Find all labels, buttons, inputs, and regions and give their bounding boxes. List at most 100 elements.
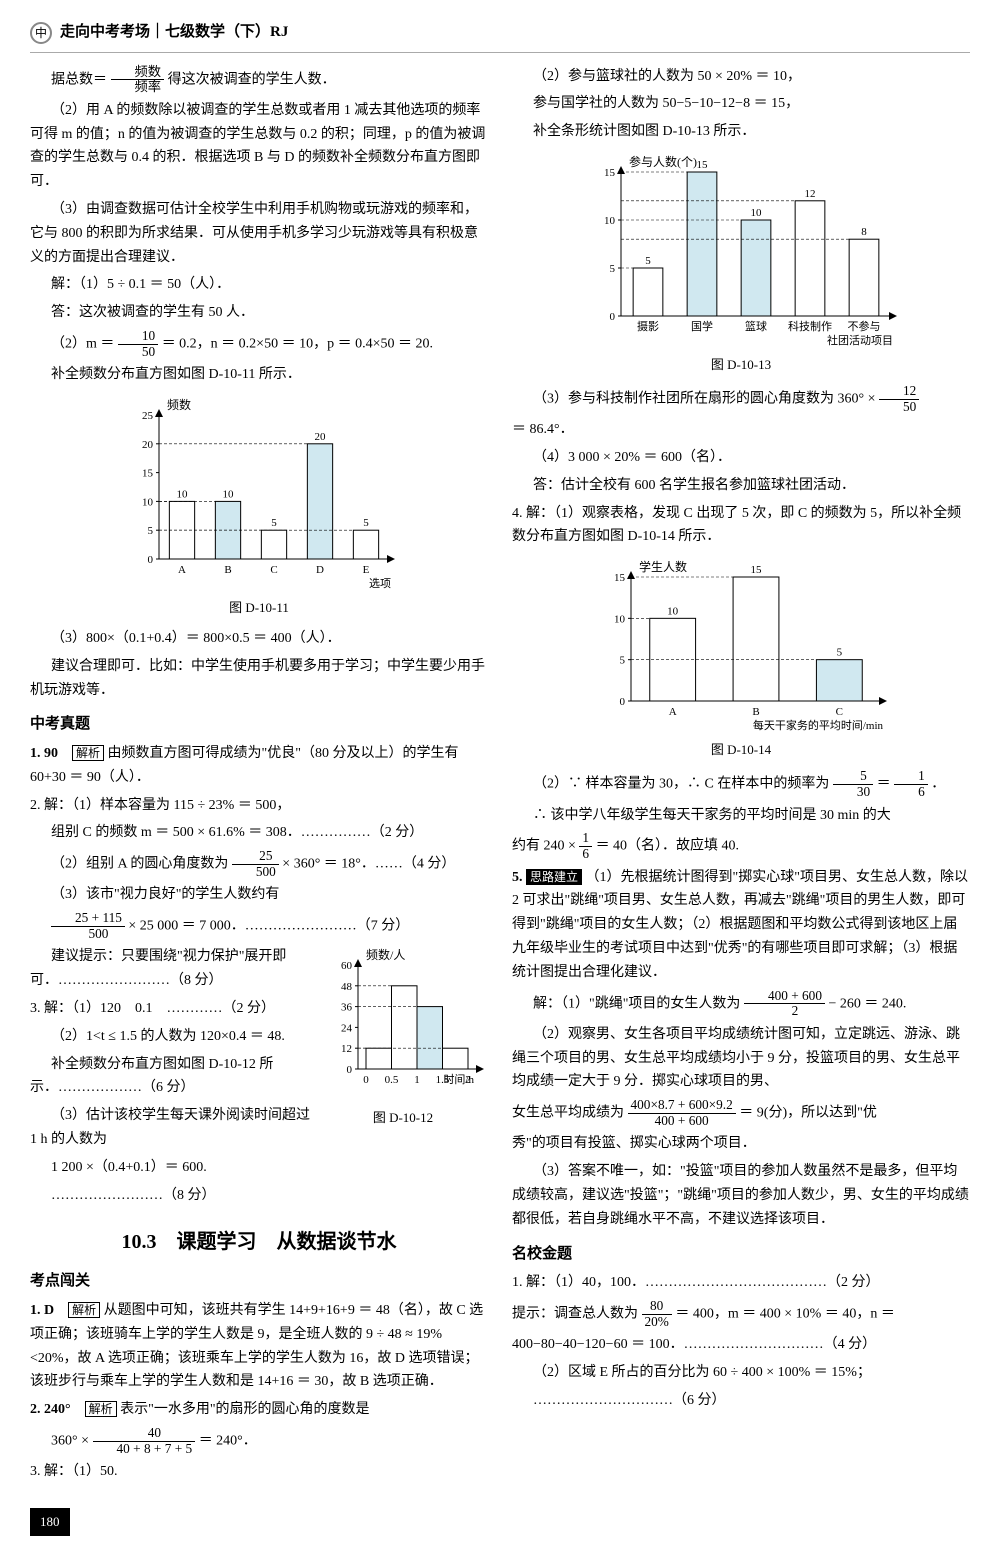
analysis-tag: 解析 (72, 745, 104, 761)
fraction: 1250 (879, 384, 919, 414)
svg-text:B: B (752, 706, 759, 718)
svg-text:36: 36 (341, 1002, 353, 1014)
text-block: 3. 解：（1）120 0.1 …………（2 分） (30, 997, 312, 1021)
svg-text:参与人数(个): 参与人数(个) (629, 154, 697, 169)
text: （2）m ＝ (51, 336, 114, 351)
svg-text:15: 15 (604, 167, 616, 179)
text-block: （2）∵ 样本容量为 30，∴ C 在样本中的频率为 530 ＝ 16 ． (512, 769, 970, 799)
text: ＝ 240°． (199, 1433, 257, 1448)
svg-text:15: 15 (142, 468, 154, 480)
text: ＝ 400，m ＝ 400 × 10% ＝ 40，n ＝ (675, 1306, 894, 1321)
svg-text:每天干家务的平均时间/min: 每天干家务的平均时间/min (753, 718, 884, 732)
svg-text:20: 20 (142, 439, 154, 451)
text-block: （2）参与篮球社的人数为 50 × 20% ＝ 10， (512, 65, 970, 89)
text: ＝ 9(分)，所以达到"优 (739, 1106, 877, 1121)
fraction: 16 (579, 831, 592, 861)
fraction: 25 + 115500 (51, 911, 125, 941)
text-block: 2. 解：（1）样本容量为 115 ÷ 23% ＝ 500， (30, 794, 488, 818)
content-columns: 据总数＝ 频数频率 得这次被调查的学生人数． （2）用 A 的频数除以被调查的学… (30, 65, 970, 1488)
frac-den: 500 (232, 865, 279, 880)
text-block: 1. D 解析 从题图中可知，该班共有学生 14+9+16+9 ＝ 48（名），… (30, 1299, 488, 1394)
svg-text:0: 0 (610, 311, 616, 323)
text: × 360° ＝ 18°．……（4 分） (282, 856, 455, 871)
header-title: 走向中考考场｜七级数学（下）RJ (60, 20, 288, 46)
svg-text:C: C (270, 564, 277, 576)
svg-text:科技制作: 科技制作 (788, 319, 832, 333)
text: ＝ 0.2，n ＝ 0.2×50 ＝ 10，p ＝ 0.4×50 ＝ 20. (162, 336, 433, 351)
text: （2）组别 A 的圆心角度数为 (51, 856, 232, 871)
frac-den: 6 (894, 785, 928, 800)
text: 女生总平均成绩为 (512, 1106, 628, 1121)
svg-text:0.5: 0.5 (385, 1074, 399, 1086)
text-block: 4. 解：（1）观察表格，发现 C 出现了 5 次，即 C 的频数为 5，所以补… (512, 502, 970, 550)
svg-text:25: 25 (142, 410, 154, 422)
frac-num: 10 (118, 329, 158, 345)
chart-d-10-11: 0510152025频数10A10B5C20D5E选项 图 D-10-11 (30, 395, 488, 619)
svg-text:国学: 国学 (691, 319, 713, 333)
svg-text:10: 10 (142, 496, 154, 508)
left-column: 据总数＝ 频数频率 得这次被调查的学生人数． （2）用 A 的频数除以被调查的学… (30, 65, 488, 1488)
text-block: 约有 240 × 16 ＝ 40（名）．故应填 40. (512, 831, 970, 861)
fraction: 频数频率 (111, 65, 165, 95)
svg-text:10: 10 (614, 614, 626, 626)
svg-text:学生人数: 学生人数 (639, 559, 687, 574)
text: 解：（1）"跳绳"项目的女生人数为 (533, 996, 744, 1011)
chart-caption: 图 D-10-12 (318, 1107, 488, 1129)
frac-num: 25 (232, 849, 279, 865)
bar-chart-svg: 0510152025频数10A10B5C20D5E选项 (119, 395, 399, 595)
text-block: 解：（1）5 ÷ 0.1 ＝ 50（人）． (30, 273, 488, 297)
section-10-3-title: 10.3 课题学习 从数据谈节水 (30, 1225, 488, 1259)
svg-text:社团活动项目: 社团活动项目 (827, 333, 893, 347)
chart-caption: 图 D-10-14 (512, 739, 970, 761)
svg-text:C: C (836, 706, 843, 718)
frac-num: 1 (894, 769, 928, 785)
text: （2）∵ 样本容量为 30，∴ C 在样本中的频率为 (533, 777, 833, 792)
fraction: 400 + 6002 (744, 989, 825, 1019)
chart-caption: 图 D-10-13 (512, 354, 970, 376)
frac-den: 500 (51, 927, 125, 942)
text-block: 建议提示：只要围绕"视力保护"展开即可．……………………（8 分） (30, 945, 312, 993)
frac-den: 20% (642, 1315, 672, 1330)
svg-text:不参与: 不参与 (848, 319, 881, 333)
text-block: （3）估计该校学生每天课外阅读时间超过 1 h 的人数为 (30, 1104, 312, 1152)
text-block: （2）观察男、女生各项目平均成绩统计图可知，立定跳远、游泳、跳绳三个项目的男、女… (512, 1023, 970, 1094)
fraction: 530 (833, 769, 873, 799)
frac-num: 12 (879, 384, 919, 400)
text-block: 400−80−40−120−60 ＝ 100．…………………………（4 分） (512, 1333, 970, 1357)
text-block: 答：估计全校有 600 名学生报名参加篮球社团活动． (512, 474, 970, 498)
svg-text:10: 10 (223, 488, 235, 500)
text-block: ∴ 该中学八年级学生每天干家务的平均时间是 30 min 的大 (512, 804, 970, 828)
frac-num: 频数 (111, 65, 165, 81)
text-block: 补全条形统计图如图 D-10-13 所示． (512, 120, 970, 144)
text-block: 提示：调查总人数为 8020% ＝ 400，m ＝ 400 × 10% ＝ 40… (512, 1299, 970, 1329)
fraction: 4040 + 8 + 7 + 5 (93, 1426, 196, 1456)
frac-num: 1 (579, 831, 592, 847)
section-title: 考点闯关 (30, 1269, 488, 1295)
text: ． (931, 777, 945, 792)
text: 据总数＝ (51, 72, 107, 87)
svg-text:0: 0 (347, 1064, 353, 1076)
text: × 25 000 ＝ 7 000．……………………（7 分） (128, 919, 409, 934)
text-block: （4）3 000 × 20% ＝ 600（名）． (512, 446, 970, 470)
svg-text:A: A (178, 564, 186, 576)
section-title: 中考真题 (30, 712, 488, 738)
text-block: 秀"的项目有投篮、掷实心球两个项目． (512, 1132, 970, 1156)
frac-num: 400×8.7 + 600×9.2 (628, 1098, 736, 1114)
text-block: 2. 240° 解析 表示"一水多用"的扇形的圆心角的度数是 (30, 1398, 488, 1422)
text-block: 建议合理即可．比如：中学生使用手机要多用于学习；中学生要少用手机玩游戏等． (30, 655, 488, 703)
svg-text:选项: 选项 (369, 577, 391, 590)
svg-text:0: 0 (148, 554, 154, 566)
svg-text:10: 10 (604, 215, 616, 227)
svg-text:0: 0 (620, 696, 626, 708)
chart-d-10-14: 051015学生人数10A15B5C每天干家务的平均时间/min 图 D-10-… (512, 557, 970, 761)
analysis-tag: 解析 (85, 1401, 117, 1417)
svg-text:摄影: 摄影 (637, 319, 659, 333)
fraction: 1050 (118, 329, 158, 359)
logo-icon: 中 (30, 22, 52, 44)
text-block: ＝ 86.4°． (512, 418, 970, 442)
svg-text:15: 15 (614, 572, 626, 584)
svg-text:8: 8 (861, 226, 867, 238)
svg-text:B: B (224, 564, 231, 576)
frac-num: 80 (642, 1299, 672, 1315)
logo-text: 中 (35, 23, 47, 43)
